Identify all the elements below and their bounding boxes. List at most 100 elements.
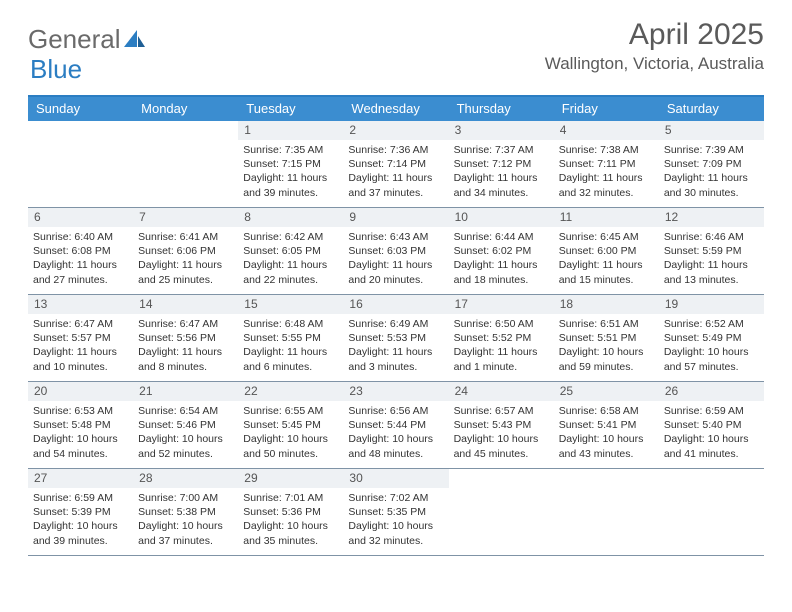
day-cell [554,469,659,555]
day-number: 21 [133,382,238,401]
day-body: Sunrise: 7:35 AMSunset: 7:15 PMDaylight:… [238,140,343,204]
sunset-text: Sunset: 7:12 PM [454,157,549,171]
day-number: 6 [28,208,133,227]
day-body: Sunrise: 6:51 AMSunset: 5:51 PMDaylight:… [554,314,659,378]
sunrise-text: Sunrise: 6:55 AM [243,404,338,418]
day-number: 16 [343,295,448,314]
sunset-text: Sunset: 7:14 PM [348,157,443,171]
sunrise-text: Sunrise: 6:42 AM [243,230,338,244]
sunset-text: Sunset: 5:55 PM [243,331,338,345]
sunrise-text: Sunrise: 7:36 AM [348,143,443,157]
day-cell: 11Sunrise: 6:45 AMSunset: 6:00 PMDayligh… [554,208,659,294]
sunrise-text: Sunrise: 7:02 AM [348,491,443,505]
day-body: Sunrise: 6:47 AMSunset: 5:56 PMDaylight:… [133,314,238,378]
weeks-container: 1Sunrise: 7:35 AMSunset: 7:15 PMDaylight… [28,121,764,556]
daylight-text: Daylight: 10 hours and 43 minutes. [559,432,654,460]
sunset-text: Sunset: 5:49 PM [664,331,759,345]
day-cell: 5Sunrise: 7:39 AMSunset: 7:09 PMDaylight… [659,121,764,207]
daylight-text: Daylight: 11 hours and 37 minutes. [348,171,443,199]
daylight-text: Daylight: 10 hours and 50 minutes. [243,432,338,460]
day-body: Sunrise: 6:47 AMSunset: 5:57 PMDaylight:… [28,314,133,378]
day-body: Sunrise: 6:46 AMSunset: 5:59 PMDaylight:… [659,227,764,291]
logo: General [28,24,147,55]
sunrise-text: Sunrise: 6:43 AM [348,230,443,244]
sunset-text: Sunset: 5:38 PM [138,505,233,519]
day-number: 2 [343,121,448,140]
day-number: 4 [554,121,659,140]
dow-cell: Saturday [659,97,764,121]
daylight-text: Daylight: 11 hours and 30 minutes. [664,171,759,199]
logo-text-1: General [28,24,121,55]
day-number: 29 [238,469,343,488]
day-body: Sunrise: 7:39 AMSunset: 7:09 PMDaylight:… [659,140,764,204]
sunrise-text: Sunrise: 7:35 AM [243,143,338,157]
day-cell: 7Sunrise: 6:41 AMSunset: 6:06 PMDaylight… [133,208,238,294]
day-cell: 22Sunrise: 6:55 AMSunset: 5:45 PMDayligh… [238,382,343,468]
sunset-text: Sunset: 6:06 PM [138,244,233,258]
dow-cell: Wednesday [343,97,448,121]
daylight-text: Daylight: 11 hours and 20 minutes. [348,258,443,286]
sunset-text: Sunset: 6:00 PM [559,244,654,258]
sunset-text: Sunset: 5:57 PM [33,331,128,345]
week-row: 1Sunrise: 7:35 AMSunset: 7:15 PMDaylight… [28,121,764,208]
sunset-text: Sunset: 5:48 PM [33,418,128,432]
daylight-text: Daylight: 10 hours and 48 minutes. [348,432,443,460]
sunset-text: Sunset: 7:15 PM [243,157,338,171]
daylight-text: Daylight: 10 hours and 54 minutes. [33,432,128,460]
sunrise-text: Sunrise: 6:47 AM [138,317,233,331]
day-body: Sunrise: 6:41 AMSunset: 6:06 PMDaylight:… [133,227,238,291]
day-cell: 12Sunrise: 6:46 AMSunset: 5:59 PMDayligh… [659,208,764,294]
day-body: Sunrise: 6:59 AMSunset: 5:40 PMDaylight:… [659,401,764,465]
day-body: Sunrise: 7:38 AMSunset: 7:11 PMDaylight:… [554,140,659,204]
dow-header-row: SundayMondayTuesdayWednesdayThursdayFrid… [28,97,764,121]
day-cell: 18Sunrise: 6:51 AMSunset: 5:51 PMDayligh… [554,295,659,381]
daylight-text: Daylight: 11 hours and 22 minutes. [243,258,338,286]
daylight-text: Daylight: 10 hours and 37 minutes. [138,519,233,547]
daylight-text: Daylight: 11 hours and 39 minutes. [243,171,338,199]
sunset-text: Sunset: 5:59 PM [664,244,759,258]
day-number: 25 [554,382,659,401]
location-label: Wallington, Victoria, Australia [545,54,764,74]
day-cell: 15Sunrise: 6:48 AMSunset: 5:55 PMDayligh… [238,295,343,381]
sunrise-text: Sunrise: 6:49 AM [348,317,443,331]
dow-cell: Monday [133,97,238,121]
sunrise-text: Sunrise: 7:39 AM [664,143,759,157]
sunset-text: Sunset: 5:41 PM [559,418,654,432]
dow-cell: Friday [554,97,659,121]
day-number: 3 [449,121,554,140]
day-cell: 9Sunrise: 6:43 AMSunset: 6:03 PMDaylight… [343,208,448,294]
day-cell: 10Sunrise: 6:44 AMSunset: 6:02 PMDayligh… [449,208,554,294]
sunrise-text: Sunrise: 6:59 AM [33,491,128,505]
sunrise-text: Sunrise: 6:59 AM [664,404,759,418]
sunset-text: Sunset: 7:11 PM [559,157,654,171]
sunset-text: Sunset: 6:05 PM [243,244,338,258]
day-cell [28,121,133,207]
daylight-text: Daylight: 10 hours and 57 minutes. [664,345,759,373]
day-body: Sunrise: 6:53 AMSunset: 5:48 PMDaylight:… [28,401,133,465]
day-cell [449,469,554,555]
day-body: Sunrise: 6:44 AMSunset: 6:02 PMDaylight:… [449,227,554,291]
header-right: April 2025 Wallington, Victoria, Austral… [545,18,764,74]
day-cell: 25Sunrise: 6:58 AMSunset: 5:41 PMDayligh… [554,382,659,468]
daylight-text: Daylight: 10 hours and 39 minutes. [33,519,128,547]
day-cell: 8Sunrise: 6:42 AMSunset: 6:05 PMDaylight… [238,208,343,294]
daylight-text: Daylight: 10 hours and 45 minutes. [454,432,549,460]
daylight-text: Daylight: 11 hours and 13 minutes. [664,258,759,286]
day-body: Sunrise: 6:55 AMSunset: 5:45 PMDaylight:… [238,401,343,465]
sunrise-text: Sunrise: 6:48 AM [243,317,338,331]
day-cell: 19Sunrise: 6:52 AMSunset: 5:49 PMDayligh… [659,295,764,381]
sunset-text: Sunset: 5:40 PM [664,418,759,432]
daylight-text: Daylight: 10 hours and 35 minutes. [243,519,338,547]
day-cell: 17Sunrise: 6:50 AMSunset: 5:52 PMDayligh… [449,295,554,381]
day-cell: 30Sunrise: 7:02 AMSunset: 5:35 PMDayligh… [343,469,448,555]
day-body: Sunrise: 7:02 AMSunset: 5:35 PMDaylight:… [343,488,448,552]
calendar-grid: SundayMondayTuesdayWednesdayThursdayFrid… [28,95,764,556]
day-body: Sunrise: 6:42 AMSunset: 6:05 PMDaylight:… [238,227,343,291]
day-cell: 28Sunrise: 7:00 AMSunset: 5:38 PMDayligh… [133,469,238,555]
day-cell: 1Sunrise: 7:35 AMSunset: 7:15 PMDaylight… [238,121,343,207]
day-number: 8 [238,208,343,227]
daylight-text: Daylight: 10 hours and 32 minutes. [348,519,443,547]
day-body: Sunrise: 7:00 AMSunset: 5:38 PMDaylight:… [133,488,238,552]
day-body: Sunrise: 7:36 AMSunset: 7:14 PMDaylight:… [343,140,448,204]
sunset-text: Sunset: 5:43 PM [454,418,549,432]
